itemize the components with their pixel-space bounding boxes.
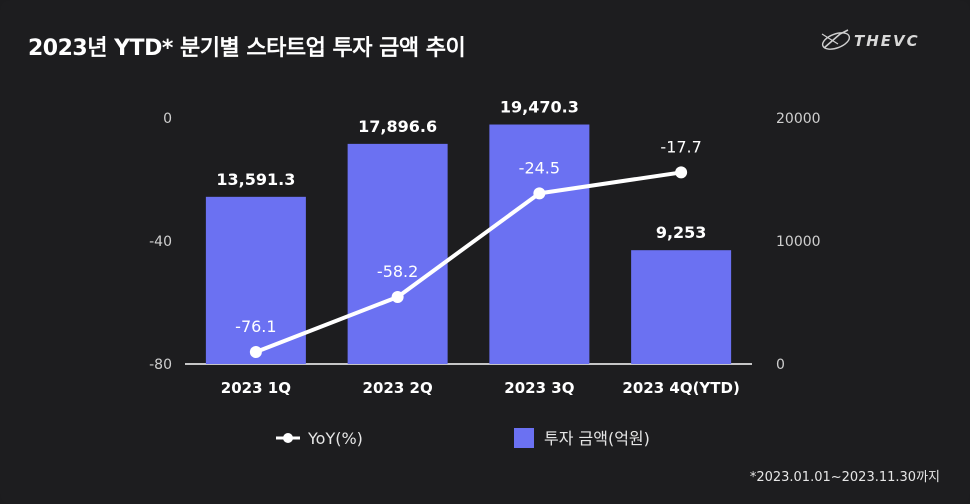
yoy-data-label: -17.7 <box>660 137 701 156</box>
thevc-logo: THEVC <box>818 26 940 56</box>
bar <box>347 143 448 364</box>
yoy-data-label: -58.2 <box>377 262 418 281</box>
yoy-point <box>533 187 546 200</box>
bar-data-label: 17,896.6 <box>358 117 437 136</box>
chart-title: 2023년 YTD* 분기별 스타트업 투자 금액 추이 <box>28 36 466 61</box>
legend-line-marker <box>283 433 293 443</box>
left-axis-tick-label: -40 <box>149 234 172 250</box>
legend-label-amount: 투자 금액(억원) <box>544 429 650 448</box>
x-axis-tick-label: 2023 4Q(YTD) <box>622 379 739 397</box>
yoy-point <box>675 166 688 179</box>
x-axis-tick-label: 2023 3Q <box>504 379 574 397</box>
left-axis-tick-label: 0 <box>163 111 172 127</box>
yoy-point <box>391 290 404 303</box>
logo-text: THEVC <box>854 32 920 50</box>
right-axis-tick-label: 20000 <box>776 111 821 127</box>
bar <box>489 124 590 364</box>
bar <box>205 196 306 364</box>
footnote: *2023.01.01~2023.11.30까지 <box>749 470 940 485</box>
yoy-data-label: -76.1 <box>235 317 276 336</box>
bar <box>631 250 732 364</box>
x-axis-tick-label: 2023 2Q <box>363 379 433 397</box>
bar-data-label: 13,591.3 <box>216 170 295 189</box>
yoy-line <box>255 170 682 354</box>
right-axis-tick-label: 0 <box>776 357 785 373</box>
legend-bar-swatch <box>514 428 534 448</box>
thevc-swoosh-icon <box>821 29 851 50</box>
left-axis-tick-label: -80 <box>149 357 172 373</box>
yoy-data-label: -24.5 <box>519 158 560 177</box>
bar-data-label: 9,253 <box>656 223 707 242</box>
yoy-point <box>249 346 262 359</box>
right-axis-tick-label: 10000 <box>776 234 821 250</box>
legend-label-yoy: YoY(%) <box>307 429 363 448</box>
x-axis-tick-label: 2023 1Q <box>221 379 291 397</box>
bar-data-label: 19,470.3 <box>500 98 579 117</box>
